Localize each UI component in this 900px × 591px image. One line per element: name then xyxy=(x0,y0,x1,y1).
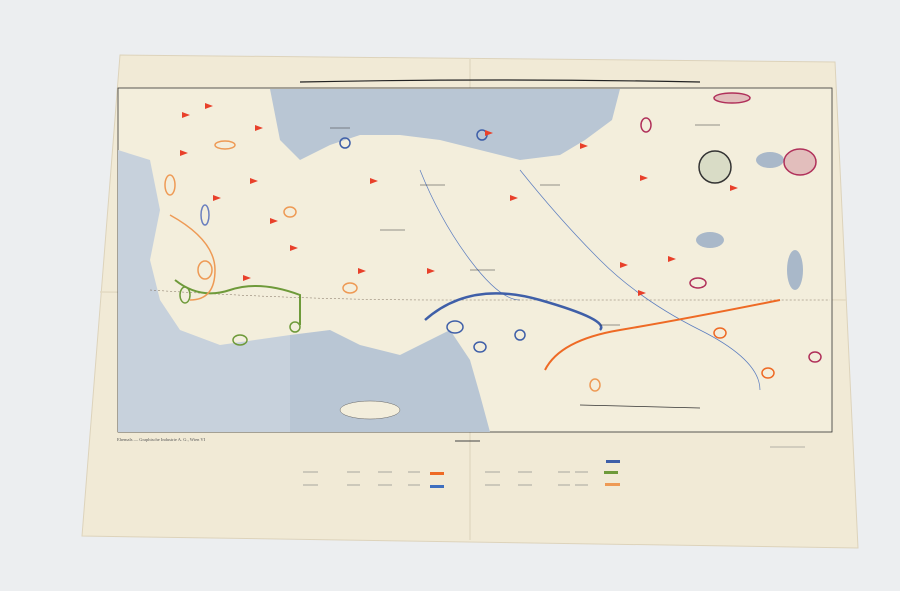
orange-front-east xyxy=(544,299,781,371)
map-title xyxy=(299,79,701,83)
black-sea xyxy=(270,89,620,160)
printer-imprint: Ehemals — Graphische Industrie A. G., Wi… xyxy=(117,437,206,442)
unit-markers xyxy=(164,92,822,392)
lake-urmia xyxy=(787,250,803,290)
place-labels xyxy=(330,124,720,326)
map-frame xyxy=(117,87,833,433)
summary-legend xyxy=(303,440,805,488)
scale-bar xyxy=(579,404,701,409)
lake-van xyxy=(756,152,784,168)
river xyxy=(419,169,521,301)
lake-tuz xyxy=(696,232,724,248)
flag-markers xyxy=(180,103,738,296)
mediterranean xyxy=(290,330,490,432)
orange-front-west xyxy=(169,214,216,301)
blue-front xyxy=(424,292,603,331)
front-lines xyxy=(169,214,781,371)
green-front xyxy=(174,279,301,325)
aegean xyxy=(118,150,290,432)
cyprus xyxy=(339,400,401,420)
border xyxy=(149,289,830,301)
